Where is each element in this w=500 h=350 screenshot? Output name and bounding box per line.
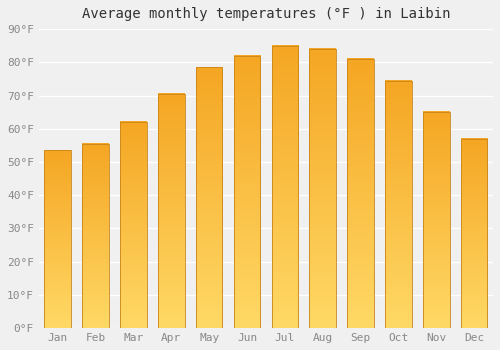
Bar — [423, 112, 450, 328]
Bar — [120, 122, 146, 328]
Bar — [234, 56, 260, 328]
Bar — [310, 49, 336, 328]
Bar — [196, 67, 222, 328]
Bar — [44, 150, 71, 328]
Bar — [82, 144, 109, 328]
Bar — [158, 94, 184, 328]
Bar — [385, 80, 411, 328]
Bar — [461, 139, 487, 328]
Bar — [272, 46, 298, 328]
Bar — [348, 59, 374, 328]
Title: Average monthly temperatures (°F ) in Laibin: Average monthly temperatures (°F ) in La… — [82, 7, 450, 21]
